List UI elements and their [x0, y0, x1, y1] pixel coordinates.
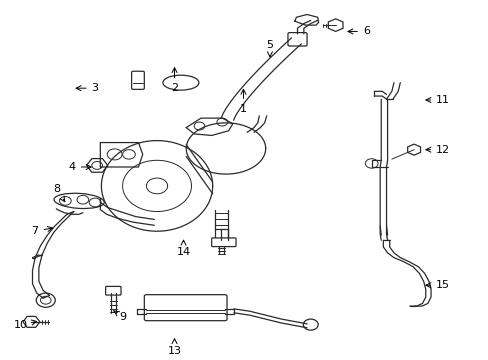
Text: 11: 11: [425, 95, 449, 105]
Text: 7: 7: [32, 226, 52, 236]
Text: 10: 10: [14, 320, 37, 330]
FancyBboxPatch shape: [211, 238, 236, 247]
FancyBboxPatch shape: [287, 33, 306, 46]
Text: 15: 15: [425, 280, 449, 290]
Circle shape: [60, 197, 71, 205]
Circle shape: [92, 162, 102, 169]
Text: 3: 3: [76, 83, 99, 93]
Ellipse shape: [54, 193, 104, 208]
FancyBboxPatch shape: [131, 71, 144, 89]
Text: 2: 2: [171, 68, 178, 93]
Text: 12: 12: [425, 145, 449, 155]
Text: 9: 9: [114, 311, 126, 322]
Text: 14: 14: [176, 240, 190, 257]
Circle shape: [107, 149, 122, 160]
Circle shape: [41, 296, 51, 304]
Text: 13: 13: [167, 339, 181, 356]
FancyBboxPatch shape: [144, 295, 226, 321]
Circle shape: [365, 159, 377, 168]
Text: 4: 4: [68, 162, 91, 172]
Circle shape: [122, 150, 135, 159]
Text: 1: 1: [240, 89, 246, 114]
Circle shape: [77, 195, 88, 204]
Text: 5: 5: [266, 40, 273, 57]
Text: 8: 8: [53, 184, 64, 202]
FancyBboxPatch shape: [105, 287, 121, 295]
Circle shape: [36, 293, 55, 307]
Circle shape: [217, 118, 227, 126]
Ellipse shape: [163, 75, 199, 90]
Circle shape: [89, 198, 101, 207]
Circle shape: [194, 122, 204, 130]
Circle shape: [303, 319, 318, 330]
Text: 6: 6: [347, 26, 369, 36]
